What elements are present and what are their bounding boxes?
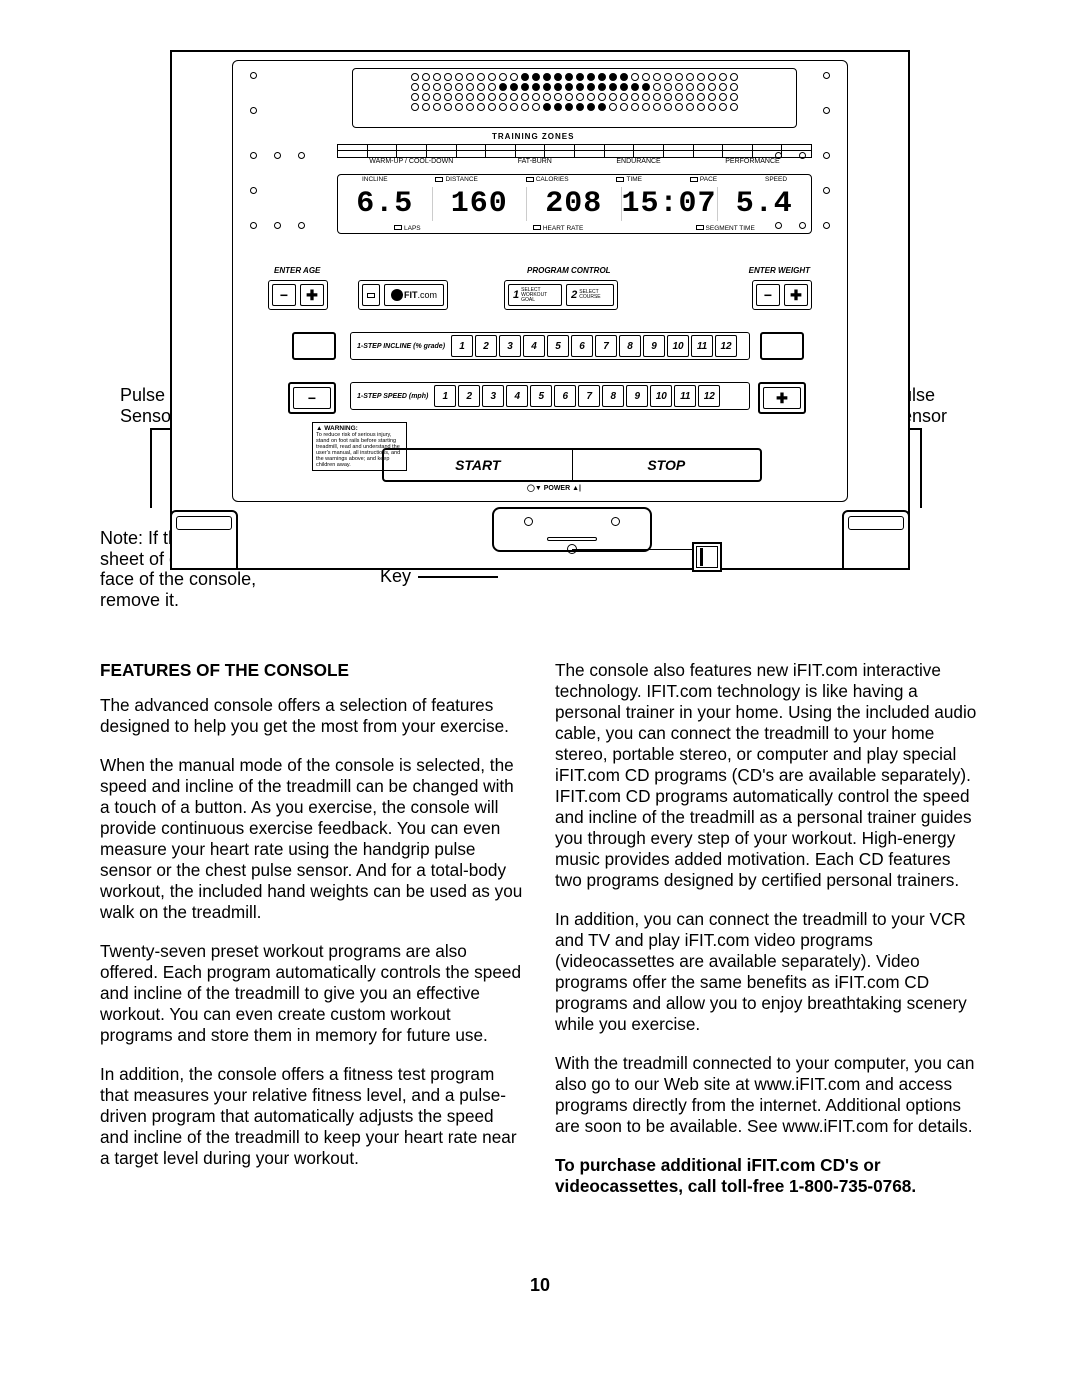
speed-plus-group: ✚	[758, 382, 806, 414]
enter-weight-buttons: − ✚	[752, 280, 812, 310]
key-receptacle[interactable]	[492, 507, 652, 552]
main-display: INCLINE DISTANCE CALORIES TIME PACE SPEE…	[337, 174, 812, 234]
enter-age-buttons: − ✚	[268, 280, 328, 310]
incline-11[interactable]: 11	[691, 335, 713, 357]
speed-10[interactable]: 10	[650, 385, 672, 407]
program-control-buttons: FIT.com	[358, 280, 448, 310]
incline-9[interactable]: 9	[643, 335, 665, 357]
val-speed: 5.4	[718, 187, 812, 221]
body-columns: FEATURES OF THE CONSOLE The advanced con…	[100, 660, 980, 1215]
incline-4[interactable]: 4	[523, 335, 545, 357]
pulse-sensor-right[interactable]	[842, 510, 910, 570]
record-button[interactable]	[362, 284, 380, 306]
speed-9[interactable]: 9	[626, 385, 648, 407]
incline-down-button[interactable]	[292, 332, 336, 360]
speed-2[interactable]: 2	[458, 385, 480, 407]
speed-8[interactable]: 8	[602, 385, 624, 407]
age-plus-button[interactable]: ✚	[300, 284, 324, 306]
select-buttons: 1SELECT WORKOUT GOAL 2SELECT COURSE	[504, 280, 618, 310]
start-button[interactable]: START	[384, 450, 573, 480]
program-control-label: PROGRAM CONTROL	[527, 266, 611, 275]
para-r4: To purchase additional iFIT.com CD's or …	[555, 1155, 980, 1197]
speed-6[interactable]: 6	[554, 385, 576, 407]
para-l4: In addition, the console offers a fitnes…	[100, 1064, 525, 1169]
weight-plus-button[interactable]: ✚	[784, 284, 808, 306]
val-time: 15:07	[622, 187, 718, 221]
para-r1: The console also features new iFIT.com i…	[555, 660, 980, 891]
power-label: ◯▼ POWER ▲|	[527, 484, 581, 492]
speed-12[interactable]: 12	[698, 385, 720, 407]
speed-7[interactable]: 7	[578, 385, 600, 407]
speed-5[interactable]: 5	[530, 385, 552, 407]
left-column: FEATURES OF THE CONSOLE The advanced con…	[100, 660, 525, 1215]
speed-3[interactable]: 3	[482, 385, 504, 407]
speed-1[interactable]: 1	[434, 385, 456, 407]
para-l3: Twenty-seven preset workout programs are…	[100, 941, 525, 1046]
val-incline: 6.5	[338, 187, 433, 221]
console-housing: TRAINING ZONES WARM-UP / COOL-DOWN FAT-B…	[170, 50, 910, 570]
val-calories: 208	[527, 187, 622, 221]
incline-1[interactable]: 1	[451, 335, 473, 357]
para-r2: In addition, you can connect the treadmi…	[555, 909, 980, 1035]
select-course-button[interactable]: 2SELECT COURSE	[566, 284, 614, 306]
para-r3: With the treadmill connected to your com…	[555, 1053, 980, 1137]
ifit-button[interactable]: FIT.com	[384, 284, 444, 306]
speed-minus-button[interactable]: −	[293, 387, 331, 409]
right-column: The console also features new iFIT.com i…	[555, 660, 980, 1215]
incline-2[interactable]: 2	[475, 335, 497, 357]
speed-11[interactable]: 11	[674, 385, 696, 407]
incline-up-button[interactable]	[760, 332, 804, 360]
speed-minus-group: −	[288, 382, 336, 414]
para-l2: When the manual mode of the console is s…	[100, 755, 525, 923]
incline-7[interactable]: 7	[595, 335, 617, 357]
page-number: 10	[100, 1275, 980, 1296]
incline-3[interactable]: 3	[499, 335, 521, 357]
pulse-sensor-left[interactable]	[170, 510, 238, 570]
incline-8[interactable]: 8	[619, 335, 641, 357]
para-l1: The advanced console offers a selection …	[100, 695, 525, 737]
incline-10[interactable]: 10	[667, 335, 689, 357]
console-diagram: Program Display Main Display Pulse Senso…	[100, 50, 980, 630]
weight-minus-button[interactable]: −	[756, 284, 780, 306]
page: Program Display Main Display Pulse Senso…	[0, 0, 1080, 1336]
select-workout-button[interactable]: 1SELECT WORKOUT GOAL	[508, 284, 562, 306]
start-stop-bar: START STOP	[382, 448, 762, 482]
val-distance: 160	[433, 187, 528, 221]
age-minus-button[interactable]: −	[272, 284, 296, 306]
training-zones-title: TRAINING ZONES	[492, 132, 574, 141]
stop-button[interactable]: STOP	[573, 450, 761, 480]
incline-5[interactable]: 5	[547, 335, 569, 357]
features-heading: FEATURES OF THE CONSOLE	[100, 660, 525, 681]
enter-weight-label: ENTER WEIGHT	[749, 266, 810, 275]
speed-plus-button[interactable]: ✚	[763, 387, 801, 409]
safety-clip[interactable]	[692, 542, 722, 572]
training-zones-bar	[337, 144, 812, 158]
program-display	[352, 68, 797, 128]
speed-4[interactable]: 4	[506, 385, 528, 407]
speed-quick-buttons: 1-STEP SPEED (mph) 1 2 3 4 5 6 7 8 9 10 …	[350, 382, 750, 410]
incline-quick-buttons: 1-STEP INCLINE (% grade) 1 2 3 4 5 6 7 8…	[350, 332, 750, 360]
incline-12[interactable]: 12	[715, 335, 737, 357]
enter-age-label: ENTER AGE	[274, 266, 320, 275]
incline-6[interactable]: 6	[571, 335, 593, 357]
training-zone-labels: WARM-UP / COOL-DOWN FAT-BURN ENDURANCE P…	[337, 158, 812, 165]
